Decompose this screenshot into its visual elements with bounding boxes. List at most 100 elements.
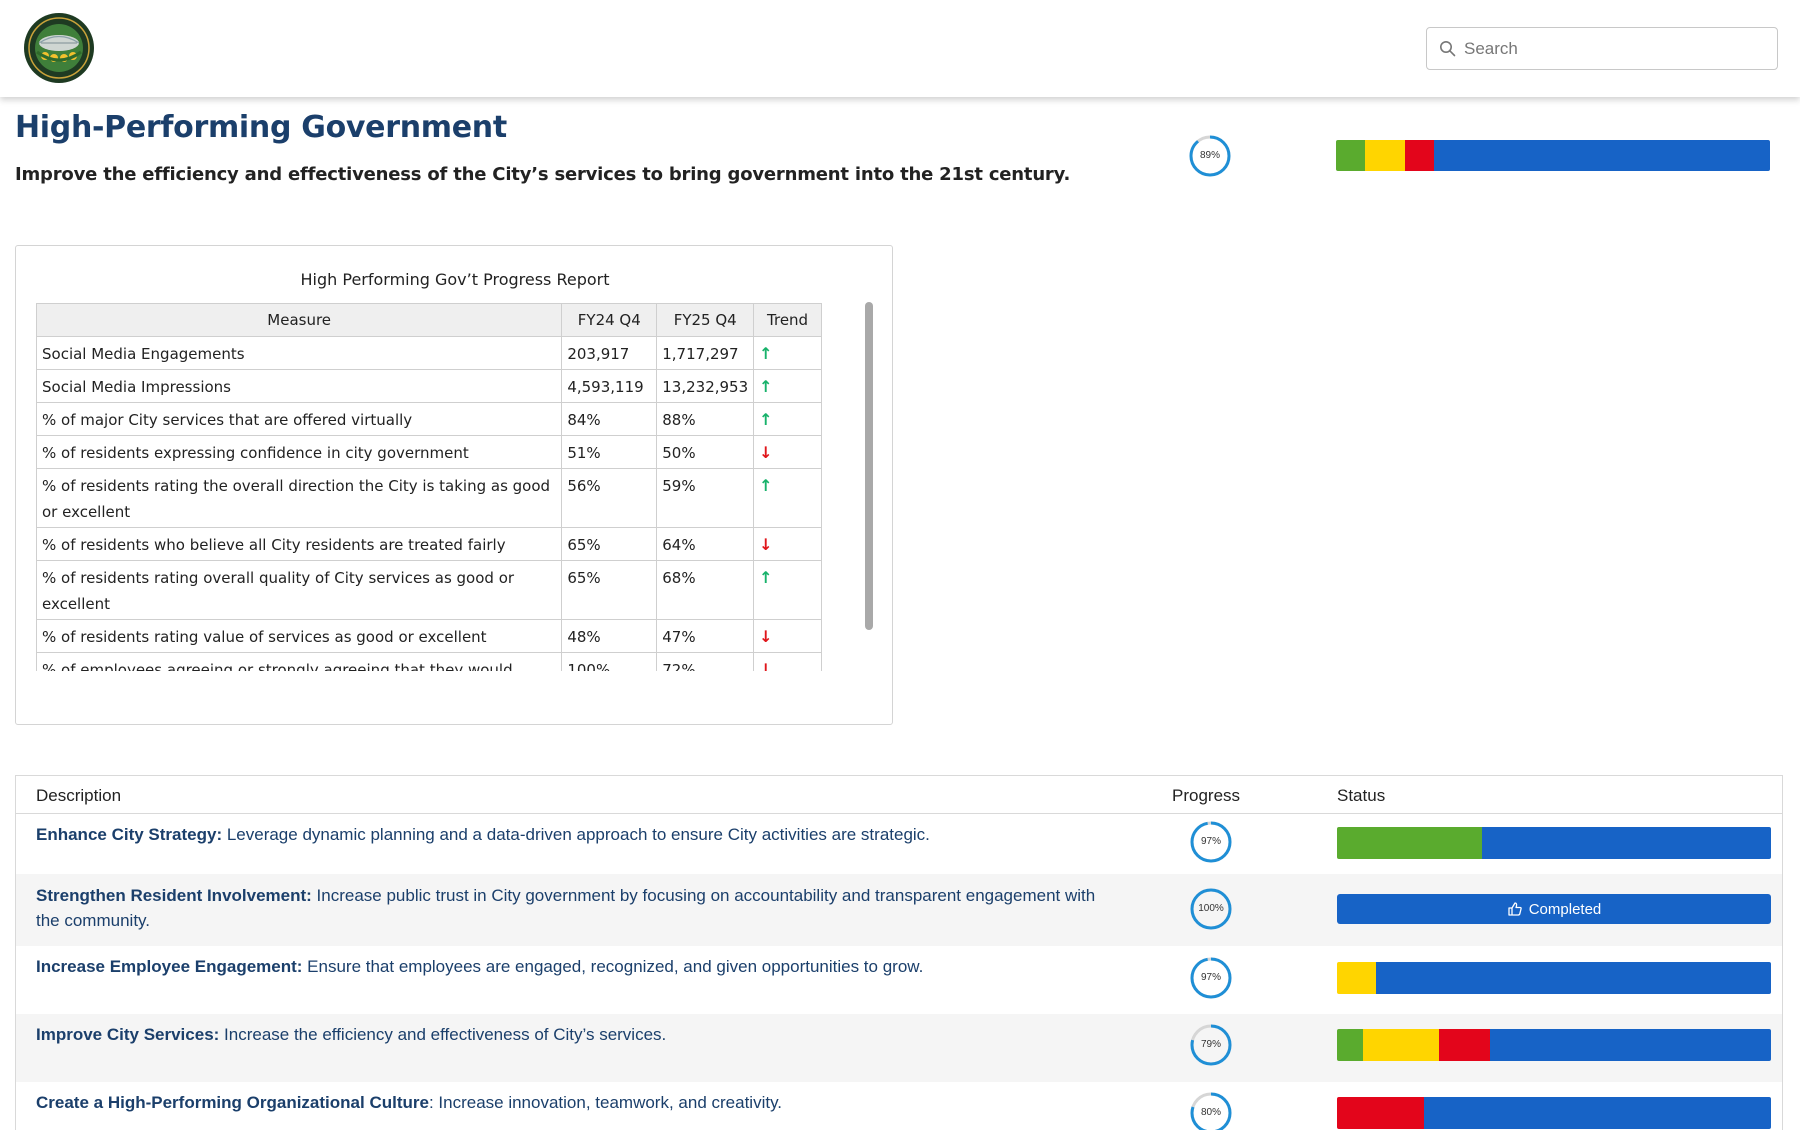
overall-status-bar[interactable] <box>1336 140 1770 171</box>
progress-ring-graphic <box>1190 1092 1232 1130</box>
objective-progress-ring: 79% <box>1189 1023 1233 1067</box>
fy25-value-cell: 50% <box>656 435 755 469</box>
fy24-value-cell: 4,593,119 <box>561 369 658 403</box>
progress-ring-graphic <box>1190 1024 1232 1066</box>
objective-row[interactable]: Increase Employee Engagement: Ensure tha… <box>16 946 1782 1014</box>
measures-table: Measure FY24 Q4 FY25 Q4 Trend Social Med… <box>36 303 822 671</box>
objective-row[interactable]: Create a High-Performing Organizational … <box>16 1082 1782 1130</box>
objectives-table: Description Progress Status Enhance City… <box>15 775 1783 1130</box>
trend-up-arrow-icon: ↑ <box>759 377 773 396</box>
objective-text: : Increase innovation, teamwork, and cre… <box>428 1093 783 1112</box>
column-header-measure: Measure <box>36 303 563 337</box>
status-segment-red[interactable] <box>1337 1097 1424 1129</box>
objective-text: Increase the efficiency and effectivenes… <box>219 1025 667 1044</box>
status-segment-blue[interactable] <box>1423 1097 1771 1129</box>
search-box[interactable] <box>1426 27 1778 70</box>
fy24-value-cell: 65% <box>561 560 658 620</box>
objective-status-bar[interactable] <box>1337 1097 1771 1129</box>
table-row: % of residents rating overall quality of… <box>36 560 822 620</box>
trend-cell: ↓ <box>753 435 822 469</box>
measure-cell: % of residents rating overall quality of… <box>36 560 563 620</box>
page-title: High-Performing Government <box>15 110 507 145</box>
status-segment-green[interactable] <box>1337 827 1482 859</box>
column-header-status: Status <box>1337 786 1386 805</box>
fy24-value-cell: 65% <box>561 527 658 561</box>
column-header-progress: Progress <box>1172 786 1241 805</box>
measure-cell: % of residents rating value of services … <box>36 619 563 653</box>
status-segment-red[interactable] <box>1405 140 1435 171</box>
status-segment-green[interactable] <box>1337 1029 1363 1061</box>
table-header-row: Measure FY24 Q4 FY25 Q4 Trend <box>36 303 822 337</box>
table-row: % of residents who believe all City resi… <box>36 527 822 561</box>
status-segment-blue[interactable] <box>1481 827 1771 859</box>
fy24-value-cell: 84% <box>561 402 658 436</box>
trend-cell: ↑ <box>753 402 822 436</box>
status-segment-blue[interactable] <box>1434 140 1770 171</box>
measure-cell: % of employees agreeing or strongly agre… <box>36 652 563 671</box>
fy25-value-cell: 88% <box>656 402 755 436</box>
trend-cell: ↓ <box>753 527 822 561</box>
status-segment-yellow[interactable] <box>1365 140 1406 171</box>
objective-progress-label: 97% <box>1200 836 1221 847</box>
objective-description[interactable]: Create a High-Performing Organizational … <box>36 1090 1096 1115</box>
progress-report-card: High Performing Gov’t Progress Report Me… <box>15 245 893 725</box>
objective-title-link[interactable]: Create a High-Performing Organizational … <box>36 1093 429 1112</box>
status-segment-blue[interactable] <box>1490 1029 1771 1061</box>
report-scrollbar[interactable] <box>865 302 873 630</box>
progress-ring-graphic <box>1190 821 1232 863</box>
completed-label: Completed <box>1528 900 1602 918</box>
trend-down-arrow-icon: ↓ <box>759 535 773 554</box>
fy24-value-cell: 100% <box>561 652 658 671</box>
objective-description[interactable]: Increase Employee Engagement: Ensure tha… <box>36 954 1096 979</box>
progress-ring-graphic <box>1189 135 1231 177</box>
progress-ring-graphic <box>1190 888 1232 930</box>
objective-title-link[interactable]: Enhance City Strategy: <box>36 825 223 844</box>
report-table-viewport[interactable]: Measure FY24 Q4 FY25 Q4 Trend Social Med… <box>36 303 840 671</box>
site-header <box>0 0 1800 97</box>
fy25-value-cell: 72% <box>656 652 755 671</box>
objective-row[interactable]: Strengthen Resident Involvement: Increas… <box>16 874 1782 946</box>
objective-status-bar[interactable] <box>1337 962 1771 994</box>
objective-progress-label: 100% <box>1198 903 1224 914</box>
objective-title-link[interactable]: Improve City Services: <box>36 1025 220 1044</box>
objective-title-link[interactable]: Increase Employee Engagement: <box>36 957 303 976</box>
trend-cell: ↑ <box>753 369 822 403</box>
objective-description[interactable]: Enhance City Strategy: Leverage dynamic … <box>36 822 1096 847</box>
objective-row[interactable]: Enhance City Strategy: Leverage dynamic … <box>16 814 1782 874</box>
objective-progress-label: 97% <box>1200 972 1221 983</box>
status-segment-green[interactable] <box>1336 140 1366 171</box>
trend-down-arrow-icon: ↓ <box>759 660 773 671</box>
table-row: % of residents rating value of services … <box>36 619 822 653</box>
fy25-value-cell: 13,232,953 <box>656 369 755 403</box>
objective-title-link[interactable]: Strengthen Resident Involvement: <box>36 886 312 905</box>
fy25-value-cell: 64% <box>656 527 755 561</box>
city-seal-logo[interactable] <box>23 12 95 84</box>
status-segment-yellow[interactable] <box>1362 1029 1439 1061</box>
search-input[interactable] <box>1464 38 1764 59</box>
measure-cell: Social Media Impressions <box>36 369 563 403</box>
table-row: % of employees agreeing or strongly agre… <box>36 652 822 671</box>
status-segment-red[interactable] <box>1438 1029 1491 1061</box>
overall-progress-label: 89% <box>1199 150 1220 161</box>
objective-progress-ring: 97% <box>1189 956 1233 1000</box>
measure-cell: Social Media Engagements <box>36 336 563 370</box>
measure-cell: % of residents expressing confidence in … <box>36 435 563 469</box>
objective-progress-ring: 97% <box>1189 820 1233 864</box>
trend-up-arrow-icon: ↑ <box>759 344 773 363</box>
status-segment-blue[interactable] <box>1376 962 1771 994</box>
trend-up-arrow-icon: ↑ <box>759 476 773 495</box>
table-row: Social Media Impressions 4,593,119 13,232,… <box>36 369 822 403</box>
objective-description[interactable]: Strengthen Resident Involvement: Increas… <box>36 883 1096 933</box>
fy25-value-cell: 47% <box>656 619 755 653</box>
objective-description[interactable]: Improve City Services: Increase the effi… <box>36 1022 1096 1047</box>
objective-status-bar[interactable] <box>1337 827 1771 859</box>
trend-up-arrow-icon: ↑ <box>759 568 773 587</box>
completed-status-badge[interactable]: Completed <box>1337 894 1771 924</box>
trend-down-arrow-icon: ↓ <box>759 627 773 646</box>
objective-status-bar[interactable] <box>1337 1029 1771 1061</box>
objective-row[interactable]: Improve City Services: Increase the effi… <box>16 1014 1782 1082</box>
table-row: % of residents rating the overall direct… <box>36 468 822 528</box>
measure-cell: % of residents rating the overall direct… <box>36 468 563 528</box>
objective-text: Increase public trust in City government… <box>36 886 1096 930</box>
status-segment-yellow[interactable] <box>1337 962 1377 994</box>
